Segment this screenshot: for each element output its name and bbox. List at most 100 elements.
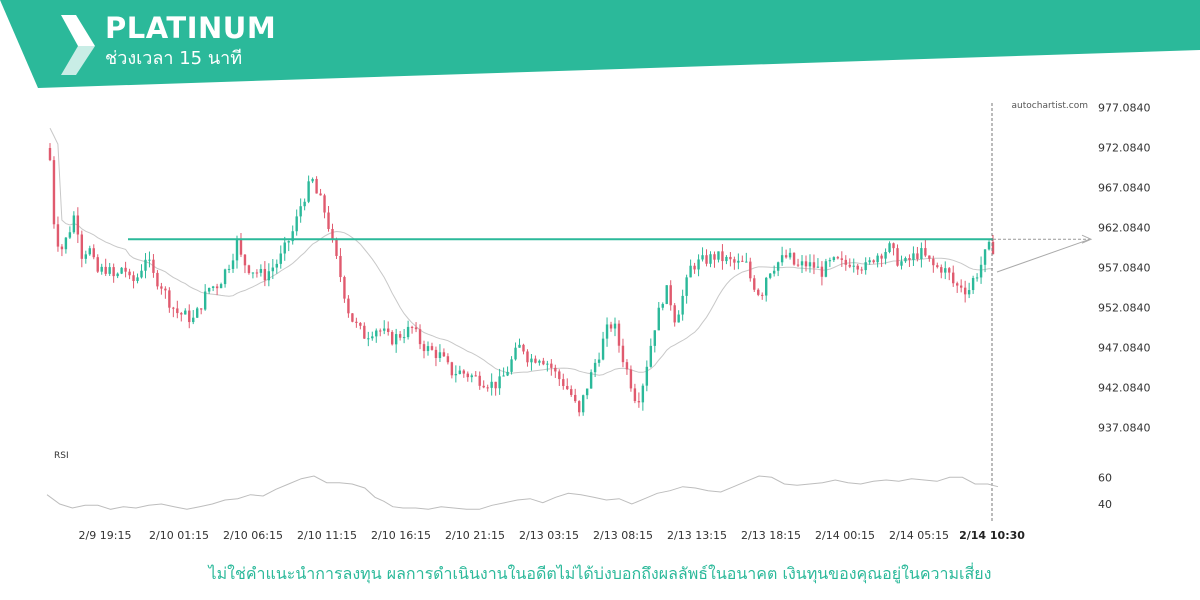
candlestick (987, 240, 991, 251)
candlestick (928, 255, 931, 262)
candlestick (307, 175, 310, 204)
candlestick (347, 295, 350, 318)
time-axis-tick: 2/10 06:15 (223, 529, 283, 542)
candlestick (490, 373, 493, 396)
header-banner (0, 0, 1200, 88)
candlestick (852, 258, 855, 273)
candlestick (259, 264, 263, 277)
candlestick (613, 317, 617, 337)
candlestick (896, 244, 899, 267)
time-axis-tick: 2/10 11:15 (297, 529, 357, 542)
candlestick (211, 285, 215, 292)
candlestick (645, 360, 649, 392)
candlestick (255, 269, 259, 278)
candlestick (394, 328, 398, 353)
candlestick (820, 261, 824, 286)
candlestick (975, 273, 979, 282)
candlestick (295, 209, 298, 236)
candlestick (689, 259, 692, 278)
candlestick (633, 383, 637, 404)
candlestick (462, 369, 466, 378)
candlestick (60, 244, 64, 257)
price-axis-tick: 972.0840 (1098, 141, 1151, 154)
candlestick (784, 249, 788, 259)
candlestick (406, 320, 410, 340)
candlestick (868, 257, 871, 265)
time-axis-tick: 2/13 13:15 (667, 529, 727, 542)
candlestick (944, 261, 947, 280)
candlestick (908, 254, 911, 267)
candlestick (585, 388, 589, 400)
risk-disclaimer: ไม่ใช่คำแนะนำการลงทุน ผลการดำเนินงานในอด… (208, 564, 992, 583)
candlestick (136, 273, 139, 284)
candlestick (108, 262, 111, 276)
candlestick (601, 331, 605, 361)
candlestick (48, 143, 52, 162)
candlestick (494, 381, 497, 396)
candlestick (351, 313, 354, 323)
candlestick (112, 263, 115, 283)
candlestick (737, 253, 740, 270)
candlestick (92, 244, 95, 260)
candlestick (991, 234, 995, 255)
candlestick (916, 246, 919, 262)
candlestick (661, 302, 664, 311)
candlestick (932, 255, 935, 273)
candlestick (749, 257, 752, 282)
candlestick (693, 262, 696, 274)
candlestick (828, 257, 832, 268)
candlestick (963, 280, 967, 303)
candlestick (414, 322, 418, 333)
candlestick (291, 225, 294, 245)
candlestick (442, 348, 446, 358)
candlestick (940, 264, 943, 279)
candlestick (562, 373, 565, 390)
candlestick (96, 254, 99, 274)
candlestick (184, 308, 187, 315)
candlestick (577, 400, 581, 417)
candlestick (864, 257, 867, 275)
candlestick (470, 373, 473, 383)
price-axis-tick: 947.0840 (1098, 341, 1151, 354)
candlestick (840, 251, 844, 267)
candlestick (546, 360, 549, 372)
candlestick (581, 394, 585, 416)
candlestick (653, 330, 656, 353)
candlestick (713, 251, 716, 268)
candlestick (804, 255, 808, 272)
candlestick (625, 359, 629, 375)
candlestick (649, 338, 653, 368)
candlestick (725, 255, 728, 265)
candlestick (669, 280, 672, 311)
candlestick (856, 263, 859, 275)
time-axis-tick: 2/13 03:15 (519, 529, 579, 542)
candlestick (677, 310, 680, 323)
candlestick (836, 255, 840, 260)
candlestick (697, 254, 700, 277)
candlestick (761, 292, 764, 300)
candlestick (410, 325, 414, 334)
candlestick (219, 282, 223, 289)
price-axis-tick: 942.0840 (1098, 381, 1151, 394)
candlestick (387, 321, 390, 336)
candlestick (796, 258, 800, 268)
time-axis-tick: 2/14 00:15 (815, 529, 875, 542)
candlestick (574, 388, 577, 403)
candlestick (80, 230, 84, 268)
rsi-panel-label: RSI (54, 451, 69, 461)
candlestick (422, 340, 426, 359)
candlestick (832, 256, 836, 262)
candlestick (454, 365, 458, 383)
candlestick (430, 342, 434, 351)
candlestick (701, 247, 704, 262)
price-axis-tick: 952.0840 (1098, 301, 1151, 314)
candlestick (251, 272, 255, 279)
candlestick (426, 341, 430, 356)
candlestick (733, 256, 736, 270)
candlestick (550, 359, 553, 376)
time-axis-tick: 2/10 01:15 (149, 529, 209, 542)
candlestick (729, 252, 732, 267)
candlestick (466, 371, 469, 382)
instrument-title: PLATINUM (105, 11, 277, 45)
candlestick (379, 328, 382, 337)
